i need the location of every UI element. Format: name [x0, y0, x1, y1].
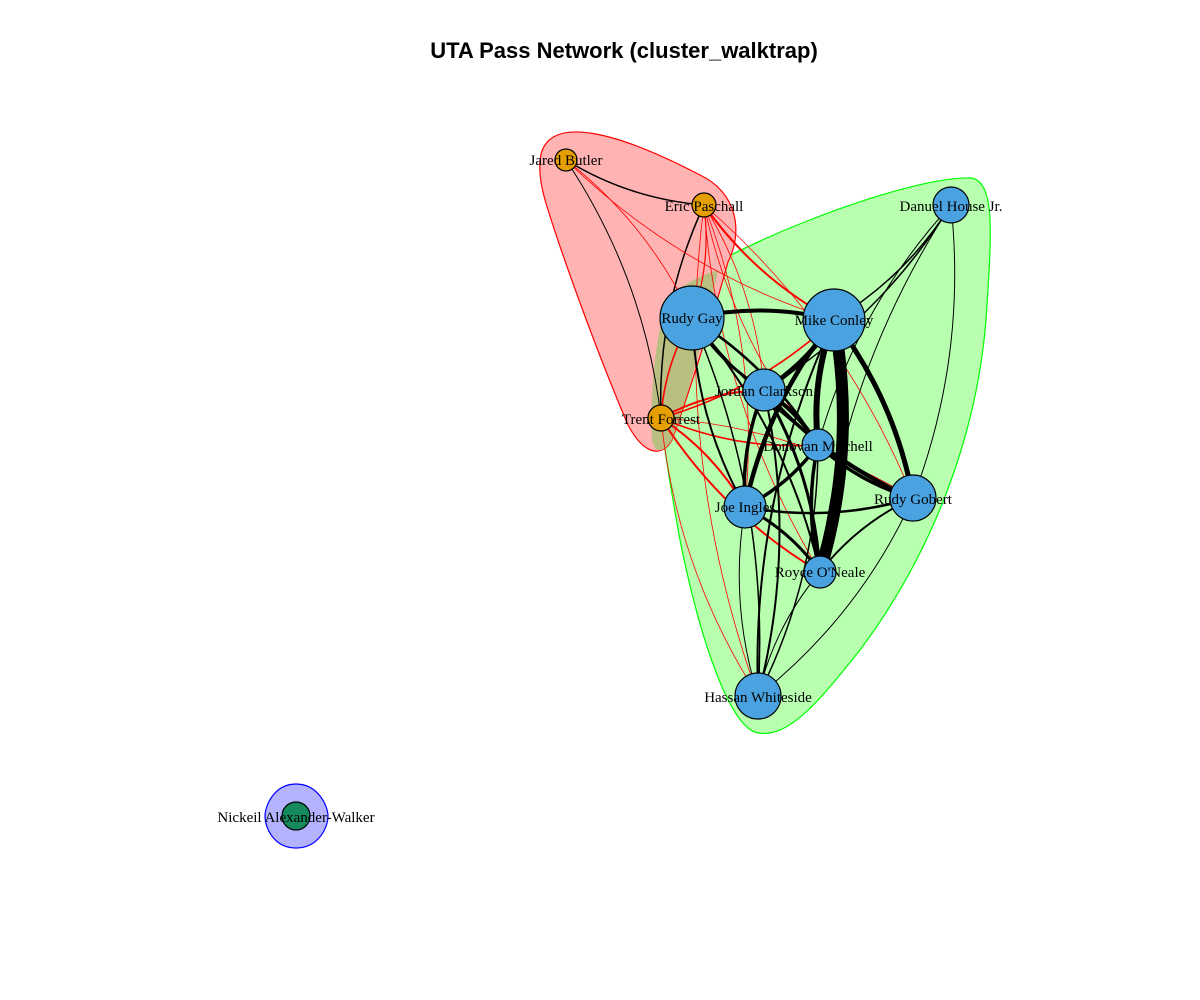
node-label-nickeil-alexander-walker: Nickeil Alexander-Walker — [217, 810, 374, 826]
node-jordan-clarkson[interactable] — [742, 368, 786, 412]
edge-jordan-clarkson-hassan-whiteside — [757, 389, 781, 697]
edge-mike-conley-royce-oneale — [814, 318, 849, 574]
node-rudy-gobert[interactable] — [889, 474, 937, 522]
node-rudy-gay[interactable] — [659, 285, 725, 351]
node-label-donovan-mitchell: Donovan Mitchell — [763, 439, 873, 455]
edge-mike-conley-hassan-whiteside — [756, 319, 835, 697]
edge-danuel-house-jordan-clarkson — [763, 204, 952, 391]
node-joe-ingles[interactable] — [723, 485, 767, 529]
node-label-jordan-clarkson: Jordan Clarkson — [715, 384, 813, 400]
edge-eric-paschall-royce-oneale — [703, 204, 821, 573]
node-trent-forrest[interactable] — [647, 404, 675, 432]
cluster-hulls — [264, 131, 991, 849]
node-label-jared-butler: Jared Butler — [530, 153, 603, 169]
edge-rudy-gobert-hassan-whiteside — [757, 497, 914, 697]
node-label-royce-oneale: Royce O'Neale — [775, 565, 866, 581]
edge-danuel-house-royce-oneale — [819, 204, 952, 573]
edge-jared-butler-eric-paschall — [565, 159, 705, 206]
edge-jared-butler-mike-conley — [565, 159, 835, 321]
node-label-hassan-whiteside: Hassan Whiteside — [704, 690, 812, 706]
node-donovan-mitchell[interactable] — [801, 428, 835, 462]
node-eric-paschall[interactable] — [691, 192, 717, 218]
node-hassan-whiteside[interactable] — [734, 672, 782, 720]
node-nickeil-alexander-walker[interactable] — [281, 801, 311, 831]
edge-jordan-clarkson-royce-oneale — [762, 389, 822, 573]
node-royce-oneale[interactable] — [803, 555, 837, 589]
nodes-layer — [281, 148, 970, 831]
labels-layer: Jared Butler Eric Paschall Trent Forrest Ru… — [217, 153, 1002, 826]
node-jared-butler[interactable] — [554, 148, 578, 172]
node-label-danuel-house: Danuel House Jr. — [900, 199, 1003, 215]
node-label-eric-paschall: Eric Paschall — [665, 199, 744, 215]
node-danuel-house[interactable] — [932, 186, 970, 224]
chart-title: UTA Pass Network (cluster_walktrap) — [430, 38, 818, 63]
edge-danuel-house-rudy-gobert — [912, 204, 956, 499]
node-label-rudy-gobert: Rudy Gobert — [874, 492, 953, 508]
edge-trent-forrest-hassan-whiteside — [660, 417, 759, 697]
node-label-mike-conley: Mike Conley — [795, 313, 874, 329]
node-mike-conley[interactable] — [802, 288, 866, 352]
edge-jared-butler-trent-forrest — [565, 159, 662, 419]
node-label-trent-forrest: Trent Forrest — [622, 412, 701, 428]
node-label-joe-ingles: Joe Ingles — [715, 500, 776, 516]
edge-eric-paschall-hassan-whiteside — [694, 204, 759, 697]
edge-eric-paschall-joe-ingles — [703, 204, 749, 508]
node-label-rudy-gay: Rudy Gay — [661, 311, 723, 327]
edge-eric-paschall-jordan-clarkson — [703, 204, 765, 391]
edge-danuel-house-donovan-mitchell — [817, 204, 952, 446]
edge-donovan-mitchell-hassan-whiteside — [757, 444, 819, 697]
